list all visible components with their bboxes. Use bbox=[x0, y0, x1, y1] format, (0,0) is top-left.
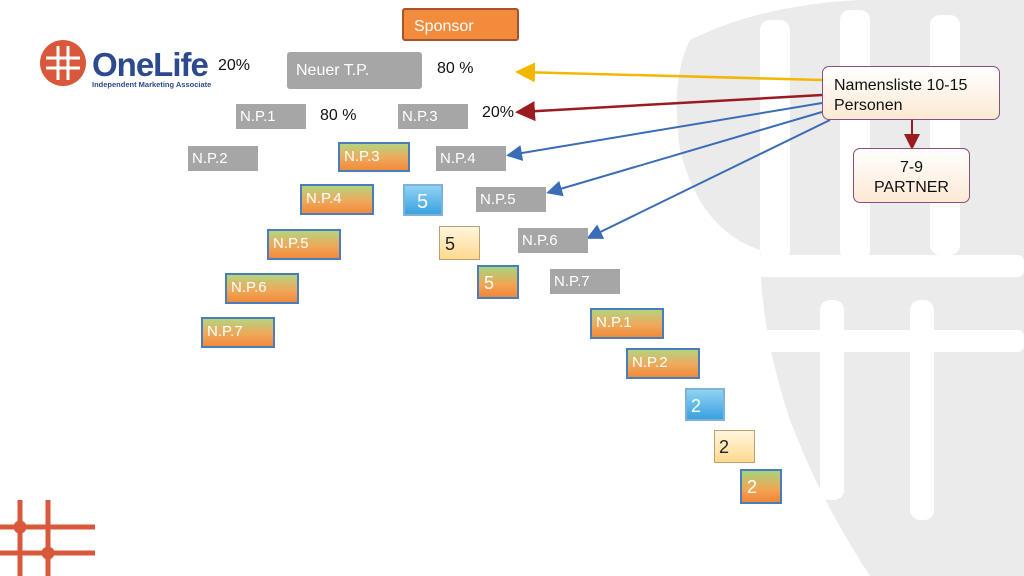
left-chain-box: N.P.4 bbox=[300, 184, 374, 215]
bottom-left-mark-icon bbox=[0, 500, 95, 576]
sponsor-box: Sponsor bbox=[402, 8, 519, 41]
number-box: 5 bbox=[439, 226, 480, 260]
right-chain-box: N.P.6 bbox=[518, 228, 588, 253]
number-box: 2 bbox=[714, 430, 755, 463]
center-right-percent: 80 % bbox=[437, 60, 474, 77]
right-chain-box: N.P.7 bbox=[550, 269, 620, 294]
level2-left-percent: 80 % bbox=[320, 107, 357, 124]
arrow-yellow bbox=[515, 62, 823, 83]
partner-line1: 7-9 bbox=[899, 159, 924, 176]
number-box: 2 bbox=[740, 469, 782, 504]
number-box: 5 bbox=[477, 265, 519, 299]
arrow-blue-2 bbox=[546, 111, 823, 197]
arrow-blue-1 bbox=[506, 102, 823, 161]
partner-line2: PARTNER bbox=[874, 179, 949, 196]
namensliste-line2: Personen bbox=[834, 97, 903, 114]
right-chain-box: N.P.2 bbox=[626, 348, 700, 379]
number-box: 2 bbox=[685, 388, 725, 421]
partner-box: 7-9 PARTNER bbox=[853, 148, 970, 203]
namensliste-line1: Namensliste 10-15 bbox=[834, 77, 968, 94]
brand-name: OneLife bbox=[92, 46, 209, 83]
level2-right-box: N.P.3 bbox=[398, 104, 468, 129]
left-chain-box: N.P.2 bbox=[188, 146, 258, 171]
left-chain-box: N.P.5 bbox=[267, 229, 341, 260]
center-left-percent: 20% bbox=[218, 57, 251, 74]
left-chain-box: N.P.3 bbox=[338, 142, 410, 172]
namensliste-box: Namensliste 10-15 Personen bbox=[822, 66, 1000, 120]
left-chain-box: N.P.6 bbox=[225, 273, 299, 304]
right-chain-box: N.P.4 bbox=[436, 146, 506, 171]
arrow-red bbox=[515, 93, 823, 122]
arrow-blue-3 bbox=[586, 119, 831, 239]
right-chain-box: N.P.1 bbox=[590, 308, 664, 339]
right-chain-box: N.P.5 bbox=[476, 187, 546, 212]
brand-tagline: Independent Marketing Associate bbox=[92, 80, 212, 89]
neuer-tp-box: Neuer T.P. bbox=[287, 52, 422, 89]
level2-left-box: N.P.1 bbox=[236, 104, 306, 129]
number-box: 5 bbox=[403, 184, 443, 216]
level2-right-percent: 20% bbox=[482, 104, 515, 121]
left-chain-box: N.P.7 bbox=[201, 317, 275, 348]
onelife-logo-icon bbox=[40, 40, 86, 86]
